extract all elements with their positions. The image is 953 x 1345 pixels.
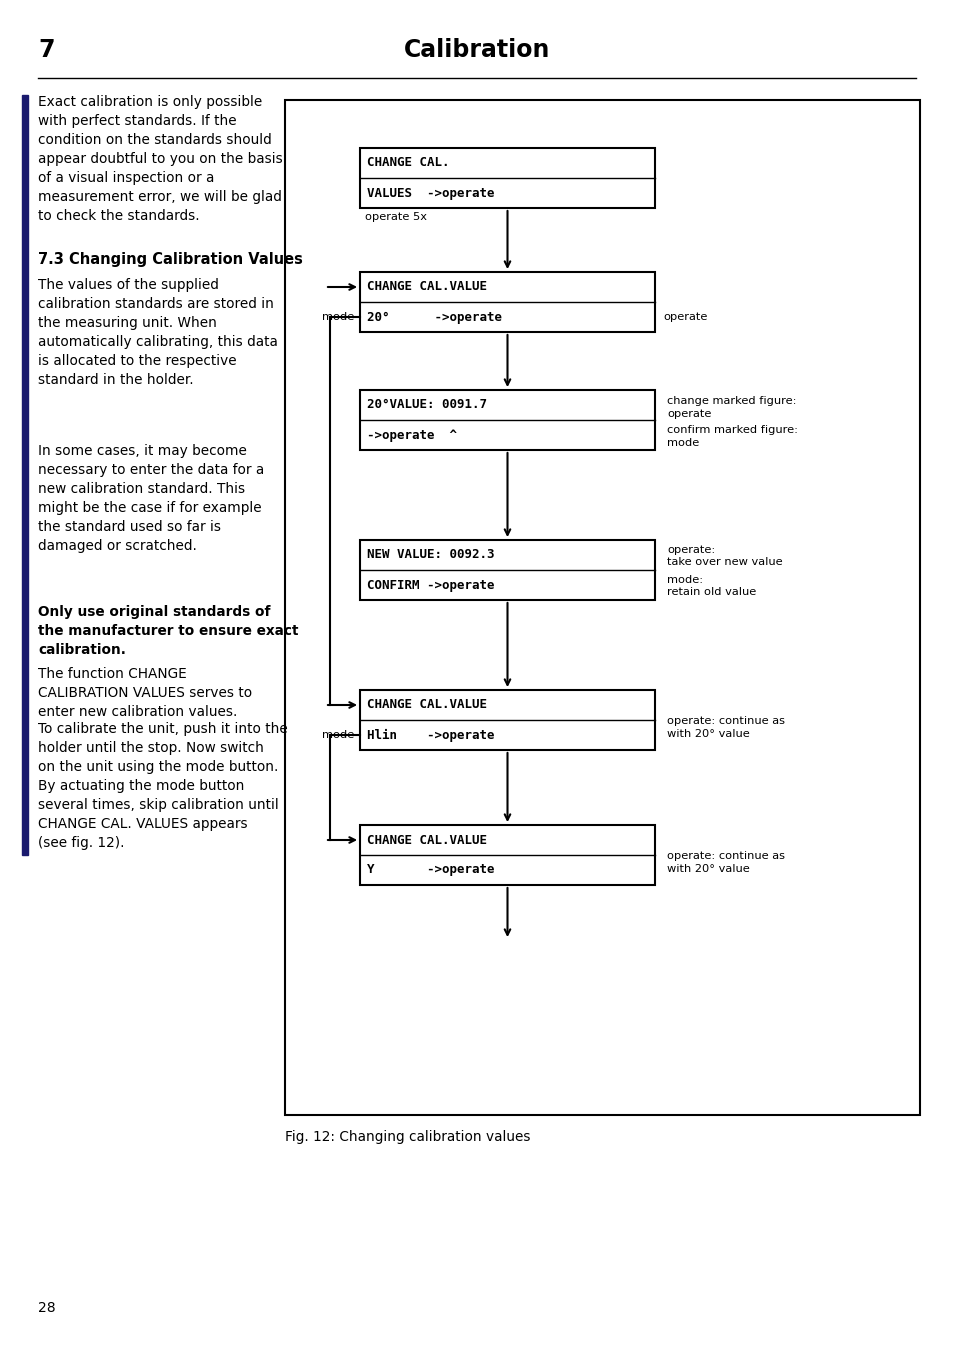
Text: 7: 7 bbox=[38, 38, 54, 62]
Text: ->operate  ^: ->operate ^ bbox=[367, 429, 456, 441]
Text: CHANGE CAL.VALUE: CHANGE CAL.VALUE bbox=[367, 281, 486, 293]
Bar bbox=[359, 824, 655, 885]
Text: CONFIRM ->operate: CONFIRM ->operate bbox=[367, 578, 494, 592]
Text: Fig. 12: Changing calibration values: Fig. 12: Changing calibration values bbox=[285, 1130, 530, 1145]
Bar bbox=[359, 148, 655, 208]
Bar bbox=[359, 390, 655, 451]
Text: operate: operate bbox=[662, 312, 706, 321]
Bar bbox=[359, 272, 655, 332]
Text: operate:: operate: bbox=[666, 545, 715, 555]
Text: To calibrate the unit, push it into the
holder until the stop. Now switch
on the: To calibrate the unit, push it into the … bbox=[38, 722, 288, 850]
Text: confirm marked figure:: confirm marked figure: bbox=[666, 425, 797, 434]
Text: The values of the supplied
calibration standards are stored in
the measuring uni: The values of the supplied calibration s… bbox=[38, 278, 277, 387]
Text: retain old value: retain old value bbox=[666, 586, 756, 597]
Text: 20°      ->operate: 20° ->operate bbox=[367, 311, 501, 324]
Text: operate: continue as
with 20° value: operate: continue as with 20° value bbox=[666, 851, 784, 874]
Text: operate: continue as
with 20° value: operate: continue as with 20° value bbox=[666, 716, 784, 740]
Text: CHANGE CAL.VALUE: CHANGE CAL.VALUE bbox=[367, 834, 486, 846]
Text: operate 5x: operate 5x bbox=[365, 213, 427, 222]
Text: mode: mode bbox=[666, 438, 699, 448]
Text: Y       ->operate: Y ->operate bbox=[367, 863, 494, 877]
Text: NEW VALUE: 0092.3: NEW VALUE: 0092.3 bbox=[367, 549, 494, 561]
Bar bbox=[359, 690, 655, 751]
Text: 20°VALUE: 0091.7: 20°VALUE: 0091.7 bbox=[367, 398, 486, 412]
Text: Hlin    ->operate: Hlin ->operate bbox=[367, 729, 494, 741]
Text: The function CHANGE
CALIBRATION VALUES serves to
enter new calibration values.: The function CHANGE CALIBRATION VALUES s… bbox=[38, 667, 252, 718]
Text: Exact calibration is only possible
with perfect standards. If the
condition on t: Exact calibration is only possible with … bbox=[38, 95, 282, 223]
Text: mode:: mode: bbox=[666, 576, 702, 585]
Text: CHANGE CAL.VALUE: CHANGE CAL.VALUE bbox=[367, 698, 486, 712]
Text: take over new value: take over new value bbox=[666, 557, 781, 568]
Text: operate: operate bbox=[666, 409, 711, 420]
Text: In some cases, it may become
necessary to enter the data for a
new calibration s: In some cases, it may become necessary t… bbox=[38, 444, 264, 553]
Bar bbox=[285, 100, 919, 1115]
Text: CHANGE CAL.: CHANGE CAL. bbox=[367, 156, 449, 169]
Text: mode: mode bbox=[321, 730, 354, 740]
Text: Only use original standards of
the manufacturer to ensure exact
calibration.: Only use original standards of the manuf… bbox=[38, 605, 298, 656]
Bar bbox=[22, 95, 28, 855]
Bar bbox=[359, 539, 655, 600]
Text: 28: 28 bbox=[38, 1301, 55, 1315]
Text: mode: mode bbox=[321, 312, 354, 321]
Text: Calibration: Calibration bbox=[403, 38, 550, 62]
Text: VALUES  ->operate: VALUES ->operate bbox=[367, 187, 494, 199]
Text: 7.3 Changing Calibration Values: 7.3 Changing Calibration Values bbox=[38, 252, 302, 268]
Text: change marked figure:: change marked figure: bbox=[666, 395, 796, 406]
